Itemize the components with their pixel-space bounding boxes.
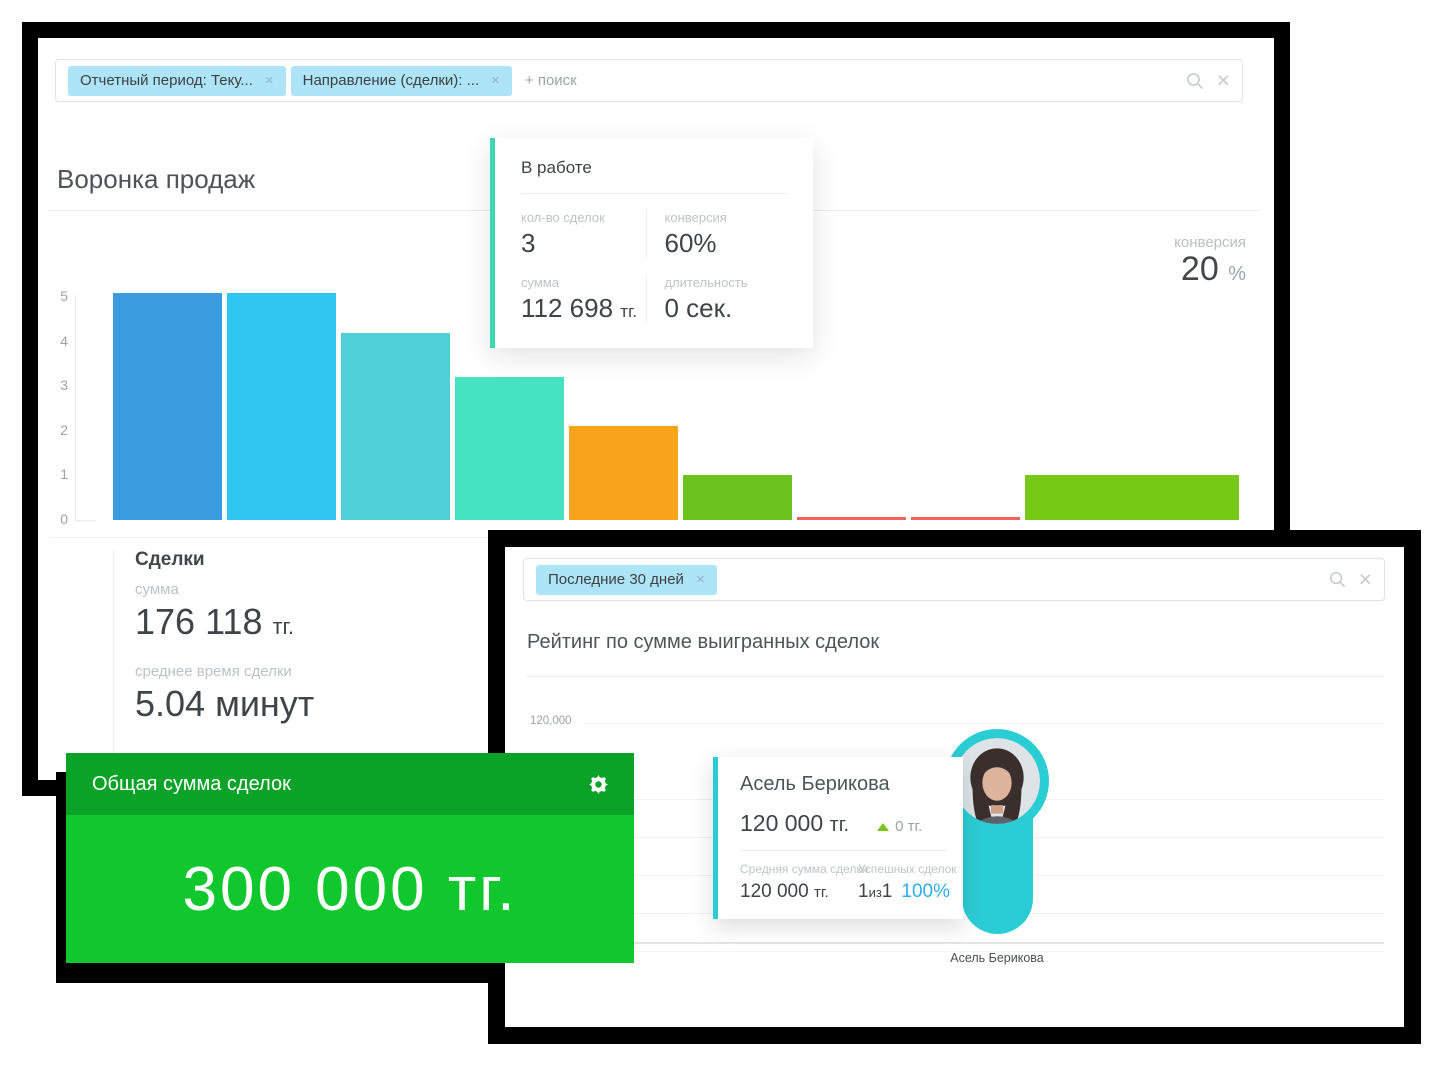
success-pct: 100% xyxy=(901,881,950,902)
filter-chip-report-period[interactable]: Отчетный период: Теку... × xyxy=(68,65,286,96)
rating-panel: Последние 30 дней × × Рейтинг по сумме в… xyxy=(488,530,1421,1044)
tooltip-cell-label: длительность xyxy=(664,275,748,290)
tooltip-cell-value: 60% xyxy=(664,228,717,258)
deals-stats-block: Сделки сумма 176 118 тг. среднее время с… xyxy=(135,549,495,725)
deals-time-label: среднее время сделки xyxy=(135,663,292,680)
tooltip-cell-deals: кол-во сделок 3 xyxy=(521,210,646,259)
delta-up-icon xyxy=(877,823,890,831)
chip-close-icon[interactable]: × xyxy=(695,571,705,588)
conversion-summary: конверсия 20 % xyxy=(1174,234,1246,288)
search-icon[interactable] xyxy=(1328,570,1347,589)
deals-title: Сделки xyxy=(135,549,205,570)
clear-search-icon[interactable]: × xyxy=(1216,67,1230,93)
tooltip-cell-label: сумма xyxy=(521,275,559,290)
tooltip-cell-value: 112 698 тг. xyxy=(521,293,637,323)
add-search-label[interactable]: + поиск xyxy=(524,72,577,89)
rating-x-label: Асель Берикова xyxy=(950,951,1044,965)
chip-close-icon[interactable]: × xyxy=(491,72,500,89)
divider xyxy=(740,850,947,851)
gridline xyxy=(583,723,1384,724)
tooltip-cell-value: 3 xyxy=(521,228,536,258)
rating-filter-search-bar[interactable]: Последние 30 дней × × xyxy=(523,558,1385,601)
funnel-x-axis xyxy=(75,520,96,521)
total-widget-value: 300 000 тг. xyxy=(182,854,518,924)
funnel-chart: 5 4 3 2 1 0 xyxy=(38,38,1274,780)
rating-title: Рейтинг по сумме выигранных сделок xyxy=(527,631,880,653)
rating-delta: 0 тг. xyxy=(895,818,923,835)
filter-chip-label: Отчетный период: Теку... xyxy=(80,72,253,89)
rating-tooltip-card: Асель Берикова 120 000 тг. 0 тг. Средняя… xyxy=(713,757,963,919)
deals-sum-unit: тг. xyxy=(272,614,295,639)
funnel-y-tick: 2 xyxy=(60,421,68,438)
rating-amount-row: 120 000 тг. 0 тг. xyxy=(740,810,947,837)
success-deals-label: Успешных сделок xyxy=(857,862,957,876)
deals-time-value: 5.04 минут xyxy=(135,683,315,724)
funnel-y-tick: 0 xyxy=(60,511,68,527)
search-icon[interactable] xyxy=(1185,71,1205,91)
clear-search-icon[interactable]: × xyxy=(1358,566,1372,592)
conversion-label: конверсия xyxy=(1174,234,1246,251)
funnel-bar-8[interactable] xyxy=(911,517,1020,520)
conversion-value: 20 % xyxy=(1180,250,1246,288)
success-deals-value: 1из1 100% xyxy=(857,881,950,902)
funnel-panel: Отчетный период: Теку... × Направление (… xyxy=(22,22,1290,796)
divider xyxy=(113,550,114,756)
chip-close-icon[interactable]: × xyxy=(264,72,274,89)
filter-chip-label: Последние 30 дней xyxy=(548,571,684,588)
total-widget: Общая сумма сделок 300 000 тг. xyxy=(66,753,634,963)
avatar xyxy=(954,738,1040,824)
stage-tooltip: В работе кол-во сделок 3 конверсия 60% с… xyxy=(490,138,813,348)
deals-sum-value: 176 118 тг. xyxy=(135,601,295,642)
rating-amount: 120 000 тг. xyxy=(740,810,850,836)
gridline xyxy=(527,951,1384,952)
funnel-bar-3[interactable] xyxy=(341,333,450,520)
divider xyxy=(527,676,1384,677)
tooltip-cell-label: кол-во сделок xyxy=(521,210,605,225)
filter-chip-direction[interactable]: Направление (сделки): ... × xyxy=(290,65,512,96)
filter-search-bar[interactable]: Отчетный период: Теку... × Направление (… xyxy=(55,59,1243,102)
funnel-y-tick: 3 xyxy=(60,377,68,394)
funnel-y-axis xyxy=(75,295,76,520)
tooltip-row: кол-во сделок 3 конверсия 60% xyxy=(521,210,789,259)
funnel-bar-4[interactable] xyxy=(455,377,564,520)
rating-y-tick: 120,000 xyxy=(530,715,572,727)
funnel-y-tick: 4 xyxy=(60,332,68,349)
avg-deal-unit: тг. xyxy=(813,884,829,901)
tooltip-row: сумма 112 698 тг. длительность 0 сек. xyxy=(521,275,789,324)
deals-sum-label: сумма xyxy=(135,581,179,598)
funnel-y-tick: 5 xyxy=(60,288,68,304)
funnel-bar-6[interactable] xyxy=(683,475,792,520)
funnel-bar-5[interactable] xyxy=(569,426,678,520)
tooltip-cell-unit: тг. xyxy=(620,302,637,321)
funnel-title: Воронка продаж xyxy=(57,164,256,194)
rating-person-name: Асель Берикова xyxy=(740,773,890,795)
total-widget-header: Общая сумма сделок xyxy=(66,753,634,815)
avg-deal-block: Средняя сумма сделки 120 000 тг. xyxy=(740,862,869,903)
funnel-bar-9[interactable] xyxy=(1025,475,1239,520)
stage-tooltip-title: В работе xyxy=(521,158,789,194)
tooltip-cell-sum: сумма 112 698 тг. xyxy=(521,275,646,324)
tooltip-cell-duration: длительность 0 сек. xyxy=(645,275,790,324)
filter-chip-label: Направление (сделки): ... xyxy=(302,72,480,89)
rating-x-axis xyxy=(527,942,1384,944)
funnel-y-tick: 1 xyxy=(60,466,68,483)
filter-chip-last-30-days[interactable]: Последние 30 дней × xyxy=(536,564,717,595)
gear-icon[interactable] xyxy=(589,774,608,794)
funnel-bar-1[interactable] xyxy=(113,293,222,520)
success-deals-block: Успешных сделок 1из1 100% xyxy=(858,862,957,903)
conversion-unit: % xyxy=(1228,263,1246,285)
avg-deal-value: 120 000 тг. xyxy=(740,881,829,902)
tooltip-cell-value: 0 сек. xyxy=(664,293,733,323)
tooltip-cell-conversion: конверсия 60% xyxy=(645,210,790,259)
funnel-bar-2[interactable] xyxy=(227,293,336,520)
total-widget-body: 300 000 тг. xyxy=(66,815,634,963)
funnel-bar-7[interactable] xyxy=(797,517,906,520)
tooltip-cell-label: конверсия xyxy=(664,210,727,225)
avg-deal-label: Средняя сумма сделки xyxy=(740,862,869,876)
rating-amount-unit: тг. xyxy=(829,814,850,836)
total-widget-title: Общая сумма сделок xyxy=(92,772,291,795)
